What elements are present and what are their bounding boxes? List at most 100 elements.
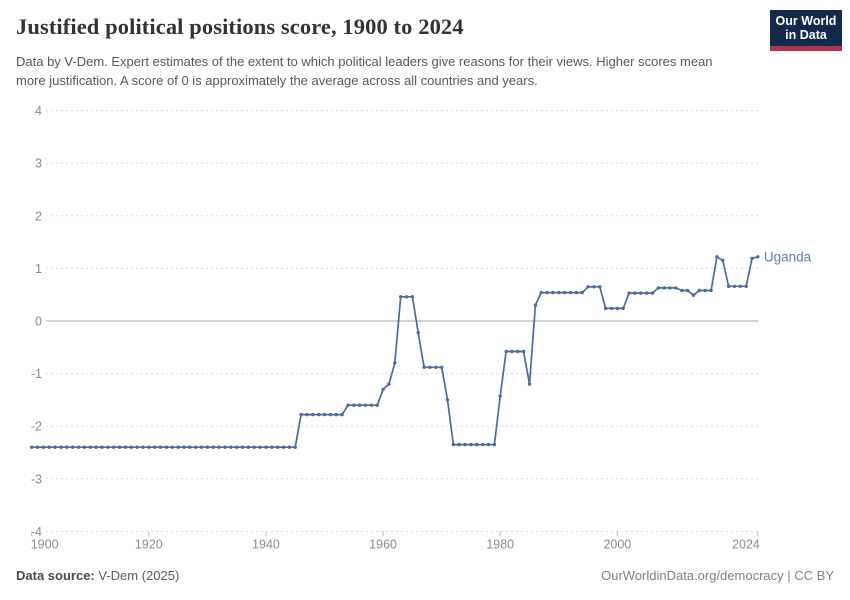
data-point[interactable] <box>387 382 391 386</box>
data-point[interactable] <box>117 445 122 449</box>
data-point[interactable] <box>59 445 63 449</box>
data-point[interactable] <box>527 382 532 386</box>
data-point[interactable] <box>363 403 368 407</box>
data-point[interactable] <box>609 306 614 311</box>
entity-label[interactable]: Uganda <box>764 249 812 264</box>
data-point[interactable] <box>574 290 579 295</box>
data-point[interactable] <box>726 284 731 288</box>
data-point[interactable] <box>311 412 315 417</box>
data-point[interactable] <box>287 445 292 449</box>
data-point[interactable] <box>674 286 678 290</box>
data-point[interactable] <box>71 445 75 449</box>
data-point[interactable] <box>422 365 426 369</box>
data-point[interactable] <box>299 412 303 417</box>
data-point[interactable] <box>639 291 643 295</box>
data-point[interactable] <box>533 303 538 307</box>
data-point[interactable] <box>182 445 186 449</box>
data-point[interactable] <box>481 442 485 447</box>
data-point[interactable] <box>199 445 204 449</box>
data-point[interactable] <box>194 445 198 449</box>
data-point[interactable] <box>691 293 696 297</box>
data-point[interactable] <box>457 442 461 447</box>
data-point[interactable] <box>129 445 133 449</box>
data-point[interactable] <box>322 412 327 417</box>
data-point[interactable] <box>141 445 145 449</box>
data-point[interactable] <box>235 445 239 449</box>
data-line-uganda[interactable] <box>31 255 759 449</box>
data-point[interactable] <box>492 442 497 447</box>
data-point[interactable] <box>30 445 34 449</box>
data-point[interactable] <box>334 412 338 417</box>
data-point[interactable] <box>123 445 128 449</box>
data-point[interactable] <box>539 290 543 295</box>
data-point[interactable] <box>732 284 737 288</box>
data-point[interactable] <box>680 288 684 293</box>
data-point[interactable] <box>451 442 456 447</box>
data-point[interactable] <box>252 445 256 449</box>
data-point[interactable] <box>557 290 561 295</box>
data-point[interactable] <box>662 286 666 290</box>
data-point[interactable] <box>240 445 245 449</box>
data-point[interactable] <box>205 445 210 449</box>
data-point[interactable] <box>440 365 444 369</box>
data-point[interactable] <box>211 445 215 449</box>
data-point[interactable] <box>586 285 590 289</box>
data-point[interactable] <box>703 288 707 293</box>
data-point[interactable] <box>328 412 333 417</box>
data-point[interactable] <box>498 394 502 398</box>
data-point[interactable] <box>521 349 526 354</box>
data-point[interactable] <box>697 288 701 293</box>
data-point[interactable] <box>375 403 379 407</box>
data-point[interactable] <box>53 445 57 449</box>
data-point[interactable] <box>621 306 625 311</box>
data-point[interactable] <box>65 445 69 449</box>
data-point[interactable] <box>293 445 297 449</box>
data-point[interactable] <box>568 290 573 295</box>
data-point[interactable] <box>750 256 754 261</box>
data-point[interactable] <box>47 445 51 449</box>
data-point[interactable] <box>76 445 81 449</box>
data-point[interactable] <box>264 445 268 449</box>
data-point[interactable] <box>633 291 637 295</box>
data-point[interactable] <box>463 442 467 447</box>
data-point[interactable] <box>135 445 139 449</box>
data-point[interactable] <box>281 445 286 449</box>
data-point[interactable] <box>381 387 385 392</box>
data-point[interactable] <box>715 255 719 259</box>
data-point[interactable] <box>445 398 450 402</box>
data-point[interactable] <box>147 445 151 449</box>
data-point[interactable] <box>164 445 169 449</box>
data-point[interactable] <box>41 445 46 449</box>
data-point[interactable] <box>153 445 157 449</box>
data-point[interactable] <box>434 365 438 369</box>
data-point[interactable] <box>246 445 251 449</box>
data-point[interactable] <box>217 445 221 449</box>
data-point[interactable] <box>627 291 631 295</box>
data-point[interactable] <box>305 412 309 417</box>
data-point[interactable] <box>615 306 620 311</box>
data-point[interactable] <box>94 445 98 449</box>
data-point[interactable] <box>410 295 415 299</box>
data-point[interactable] <box>223 445 227 449</box>
data-point[interactable] <box>369 403 374 407</box>
credit-link[interactable]: OurWorldinData.org/democracy | CC BY <box>601 568 834 583</box>
data-point[interactable] <box>176 445 180 449</box>
data-point[interactable] <box>562 290 567 295</box>
data-point[interactable] <box>258 445 262 449</box>
data-point[interactable] <box>276 445 280 449</box>
data-point[interactable] <box>229 445 233 449</box>
data-point[interactable] <box>170 445 174 449</box>
data-point[interactable] <box>100 445 104 449</box>
data-point[interactable] <box>486 442 491 447</box>
data-point[interactable] <box>504 349 508 354</box>
data-point[interactable] <box>516 349 520 354</box>
data-point[interactable] <box>469 442 473 447</box>
data-point[interactable] <box>668 286 672 290</box>
data-point[interactable] <box>340 412 344 417</box>
data-point[interactable] <box>738 284 742 288</box>
data-point[interactable] <box>270 445 274 449</box>
data-point[interactable] <box>744 284 748 288</box>
data-point[interactable] <box>644 291 649 295</box>
data-point[interactable] <box>428 365 432 369</box>
